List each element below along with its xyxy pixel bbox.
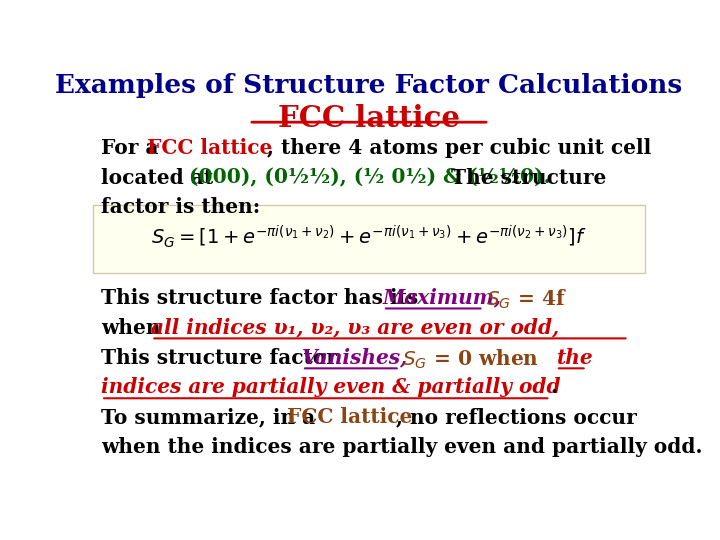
Text: factor is then:: factor is then: — [101, 198, 261, 218]
Text: when the indices are partially even and partially odd.: when the indices are partially even and … — [101, 437, 703, 457]
Text: FCC lattice: FCC lattice — [278, 104, 460, 133]
Text: Maximum,: Maximum, — [383, 288, 502, 308]
Text: .: . — [550, 377, 557, 397]
Text: $S_G$ = 4f: $S_G$ = 4f — [486, 288, 567, 311]
Text: $S_G = \left[1 + e^{-\pi i(\nu_1+\nu_2)} + e^{-\pi i(\nu_1+\nu_3)} + e^{-\pi i(\: $S_G = \left[1 + e^{-\pi i(\nu_1+\nu_2)}… — [151, 224, 587, 250]
Text: Vanishes,: Vanishes, — [302, 348, 408, 368]
Text: , there 4 atoms per cubic unit cell: , there 4 atoms per cubic unit cell — [267, 138, 652, 158]
Text: To summarize, in a: To summarize, in a — [101, 407, 323, 428]
Text: the: the — [556, 348, 593, 368]
Text: when: when — [101, 318, 168, 338]
Text: (000), (0½½), (½ 0½) & (½½0).: (000), (0½½), (½ 0½) & (½½0). — [189, 167, 551, 187]
Text: FCC lattice: FCC lattice — [147, 138, 272, 158]
Text: located at: located at — [101, 167, 220, 187]
FancyBboxPatch shape — [93, 205, 645, 273]
Text: $S_G$ = 0 when: $S_G$ = 0 when — [402, 348, 540, 371]
Text: indices are partially even & partially odd: indices are partially even & partially o… — [101, 377, 561, 397]
Text: all indices υ₁, υ₂, υ₃ are even or odd,: all indices υ₁, υ₂, υ₃ are even or odd, — [151, 318, 559, 338]
Text: , no reflections occur: , no reflections occur — [396, 407, 636, 428]
Text: Examples of Structure Factor Calculations: Examples of Structure Factor Calculation… — [55, 73, 683, 98]
Text: The structure: The structure — [444, 167, 607, 187]
Text: This structure factor: This structure factor — [101, 348, 344, 368]
Text: FCC lattice: FCC lattice — [287, 407, 413, 428]
Text: For a: For a — [101, 138, 166, 158]
Text: This structure factor has its: This structure factor has its — [101, 288, 426, 308]
